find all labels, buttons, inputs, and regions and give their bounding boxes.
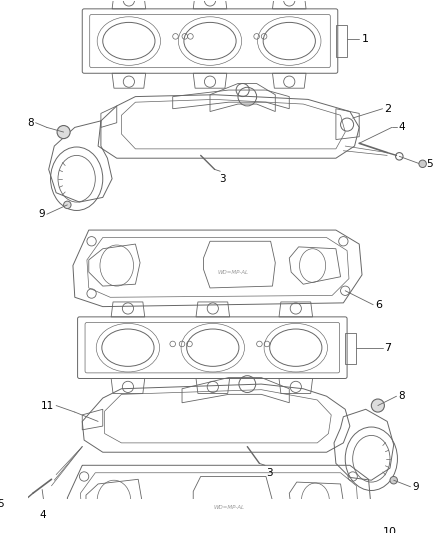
Text: 11: 11 bbox=[41, 401, 54, 410]
Text: 4: 4 bbox=[40, 510, 46, 520]
Circle shape bbox=[390, 477, 397, 484]
Circle shape bbox=[4, 501, 11, 508]
Text: 9: 9 bbox=[38, 209, 45, 219]
Text: 9: 9 bbox=[412, 482, 419, 492]
Text: 5: 5 bbox=[426, 159, 433, 169]
Text: 4: 4 bbox=[399, 123, 405, 132]
Text: 3: 3 bbox=[219, 174, 226, 184]
Text: 8: 8 bbox=[27, 118, 34, 128]
Text: 1: 1 bbox=[362, 34, 369, 44]
Text: 8: 8 bbox=[399, 391, 405, 401]
Circle shape bbox=[371, 399, 385, 412]
Text: 7: 7 bbox=[385, 343, 392, 353]
Text: WD=MP-AL: WD=MP-AL bbox=[213, 505, 244, 510]
Text: 6: 6 bbox=[375, 300, 382, 310]
Text: 3: 3 bbox=[266, 468, 272, 478]
Text: 10: 10 bbox=[382, 528, 396, 533]
Circle shape bbox=[419, 160, 426, 167]
Circle shape bbox=[64, 201, 71, 208]
Text: 5: 5 bbox=[0, 499, 4, 510]
Circle shape bbox=[57, 126, 70, 139]
Text: WD=MP-AL: WD=MP-AL bbox=[218, 270, 249, 274]
Text: 2: 2 bbox=[385, 104, 392, 114]
